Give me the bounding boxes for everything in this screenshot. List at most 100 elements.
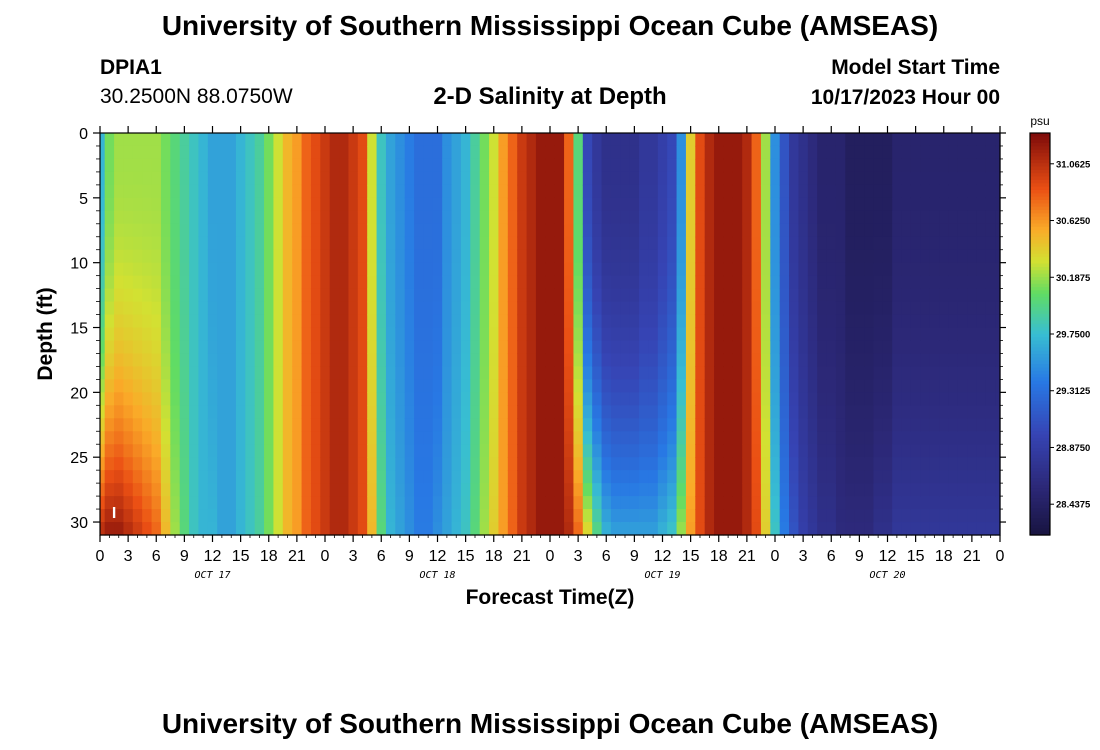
heatmap-cell [189,392,200,406]
heatmap-cell [282,327,293,342]
heatmap-cell [329,210,340,225]
heatmap-cell [967,457,978,471]
heatmap-cell [432,418,443,432]
heatmap-cell [179,522,190,536]
heatmap-cell [704,158,715,173]
heatmap-cell [629,197,640,212]
x-tick-label: 6 [152,548,161,565]
colorbar-step [1030,290,1050,295]
heatmap-cell [798,133,809,147]
heatmap-cell [629,236,640,251]
heatmap-cell [142,457,153,471]
heatmap-cell [554,236,565,251]
heatmap-cell [179,223,190,238]
heatmap-cell [545,431,556,445]
heatmap-cell [704,522,715,536]
heatmap-cell [310,236,321,251]
heatmap-cell [995,340,1001,355]
heatmap-cell [976,171,987,186]
heatmap-cell [404,236,415,251]
heatmap-cell [160,340,171,355]
heatmap-cell [310,470,321,484]
heatmap-cell [264,457,275,471]
heatmap-cell [601,288,612,303]
heatmap-cell [929,275,940,290]
heatmap-cell [592,470,603,484]
heatmap-cell [770,314,781,329]
heatmap-cell [545,236,556,251]
heatmap-cell [170,236,181,251]
heatmap-cell [929,392,940,406]
heatmap-cell [301,158,312,173]
heatmap-cell [160,197,171,212]
heatmap-cell [798,431,809,445]
heatmap-cell [357,158,368,173]
heatmap-cell [751,431,762,445]
heatmap-cell [357,470,368,484]
heatmap-cell [310,275,321,290]
heatmap-cell [592,275,603,290]
heatmap-cell [404,483,415,497]
heatmap-cell [564,522,575,536]
heatmap-cell [451,431,462,445]
heatmap-cell [601,301,612,316]
heatmap-cell [104,470,115,484]
heatmap-cell [835,249,846,264]
heatmap-cell [545,496,556,510]
heatmap-cell [685,457,696,471]
heatmap-cell [657,223,668,238]
heatmap-cell [826,483,837,497]
heatmap-cell [985,379,996,393]
heatmap-cell [329,184,340,199]
heatmap-cell [920,509,931,523]
heatmap-cell [114,288,125,303]
heatmap-cell [507,210,518,225]
colorbar-step [1030,230,1050,235]
heatmap-cell [826,366,837,380]
heatmap-cell [648,145,659,160]
heatmap-cell [629,431,640,445]
heatmap-cell [292,158,303,173]
heatmap-cell [676,470,687,484]
heatmap-cell [526,470,537,484]
heatmap-cell [685,483,696,497]
heatmap-cell [348,340,359,355]
heatmap-cell [160,210,171,225]
colorbar-step [1030,183,1050,188]
heatmap-cell [760,236,771,251]
heatmap-cell [929,184,940,199]
heatmap-cell [320,249,331,264]
heatmap-cell [198,249,209,264]
colorbar-step [1030,390,1050,395]
heatmap-cell [526,431,537,445]
heatmap-cell [395,262,406,277]
heatmap-cell [985,522,996,536]
heatmap-cell [179,158,190,173]
heatmap-cell [385,210,396,225]
heatmap-cell [339,210,350,225]
heatmap-cell [339,483,350,497]
heatmap-cell [123,522,134,536]
heatmap-cell [798,379,809,393]
heatmap-cell [929,496,940,510]
heatmap-cell [385,145,396,160]
heatmap-cell [451,133,462,147]
heatmap-cell [207,444,218,458]
heatmap-cell [704,249,715,264]
heatmap-cell [732,249,743,264]
heatmap-cell [507,262,518,277]
heatmap-cell [179,133,190,147]
heatmap-cell [160,392,171,406]
heatmap-cell [939,457,950,471]
colorbar-step [1030,317,1050,322]
heatmap-cell [657,405,668,419]
heatmap-cell [807,314,818,329]
heatmap-cell [142,509,153,523]
heatmap-cell [610,301,621,316]
heatmap-cell [967,197,978,212]
colorbar-tick-label: 29.7500 [1056,330,1090,341]
heatmap-cell [179,418,190,432]
heatmap-cell [976,158,987,173]
heatmap-cell [864,509,875,523]
heatmap-cell [235,392,246,406]
